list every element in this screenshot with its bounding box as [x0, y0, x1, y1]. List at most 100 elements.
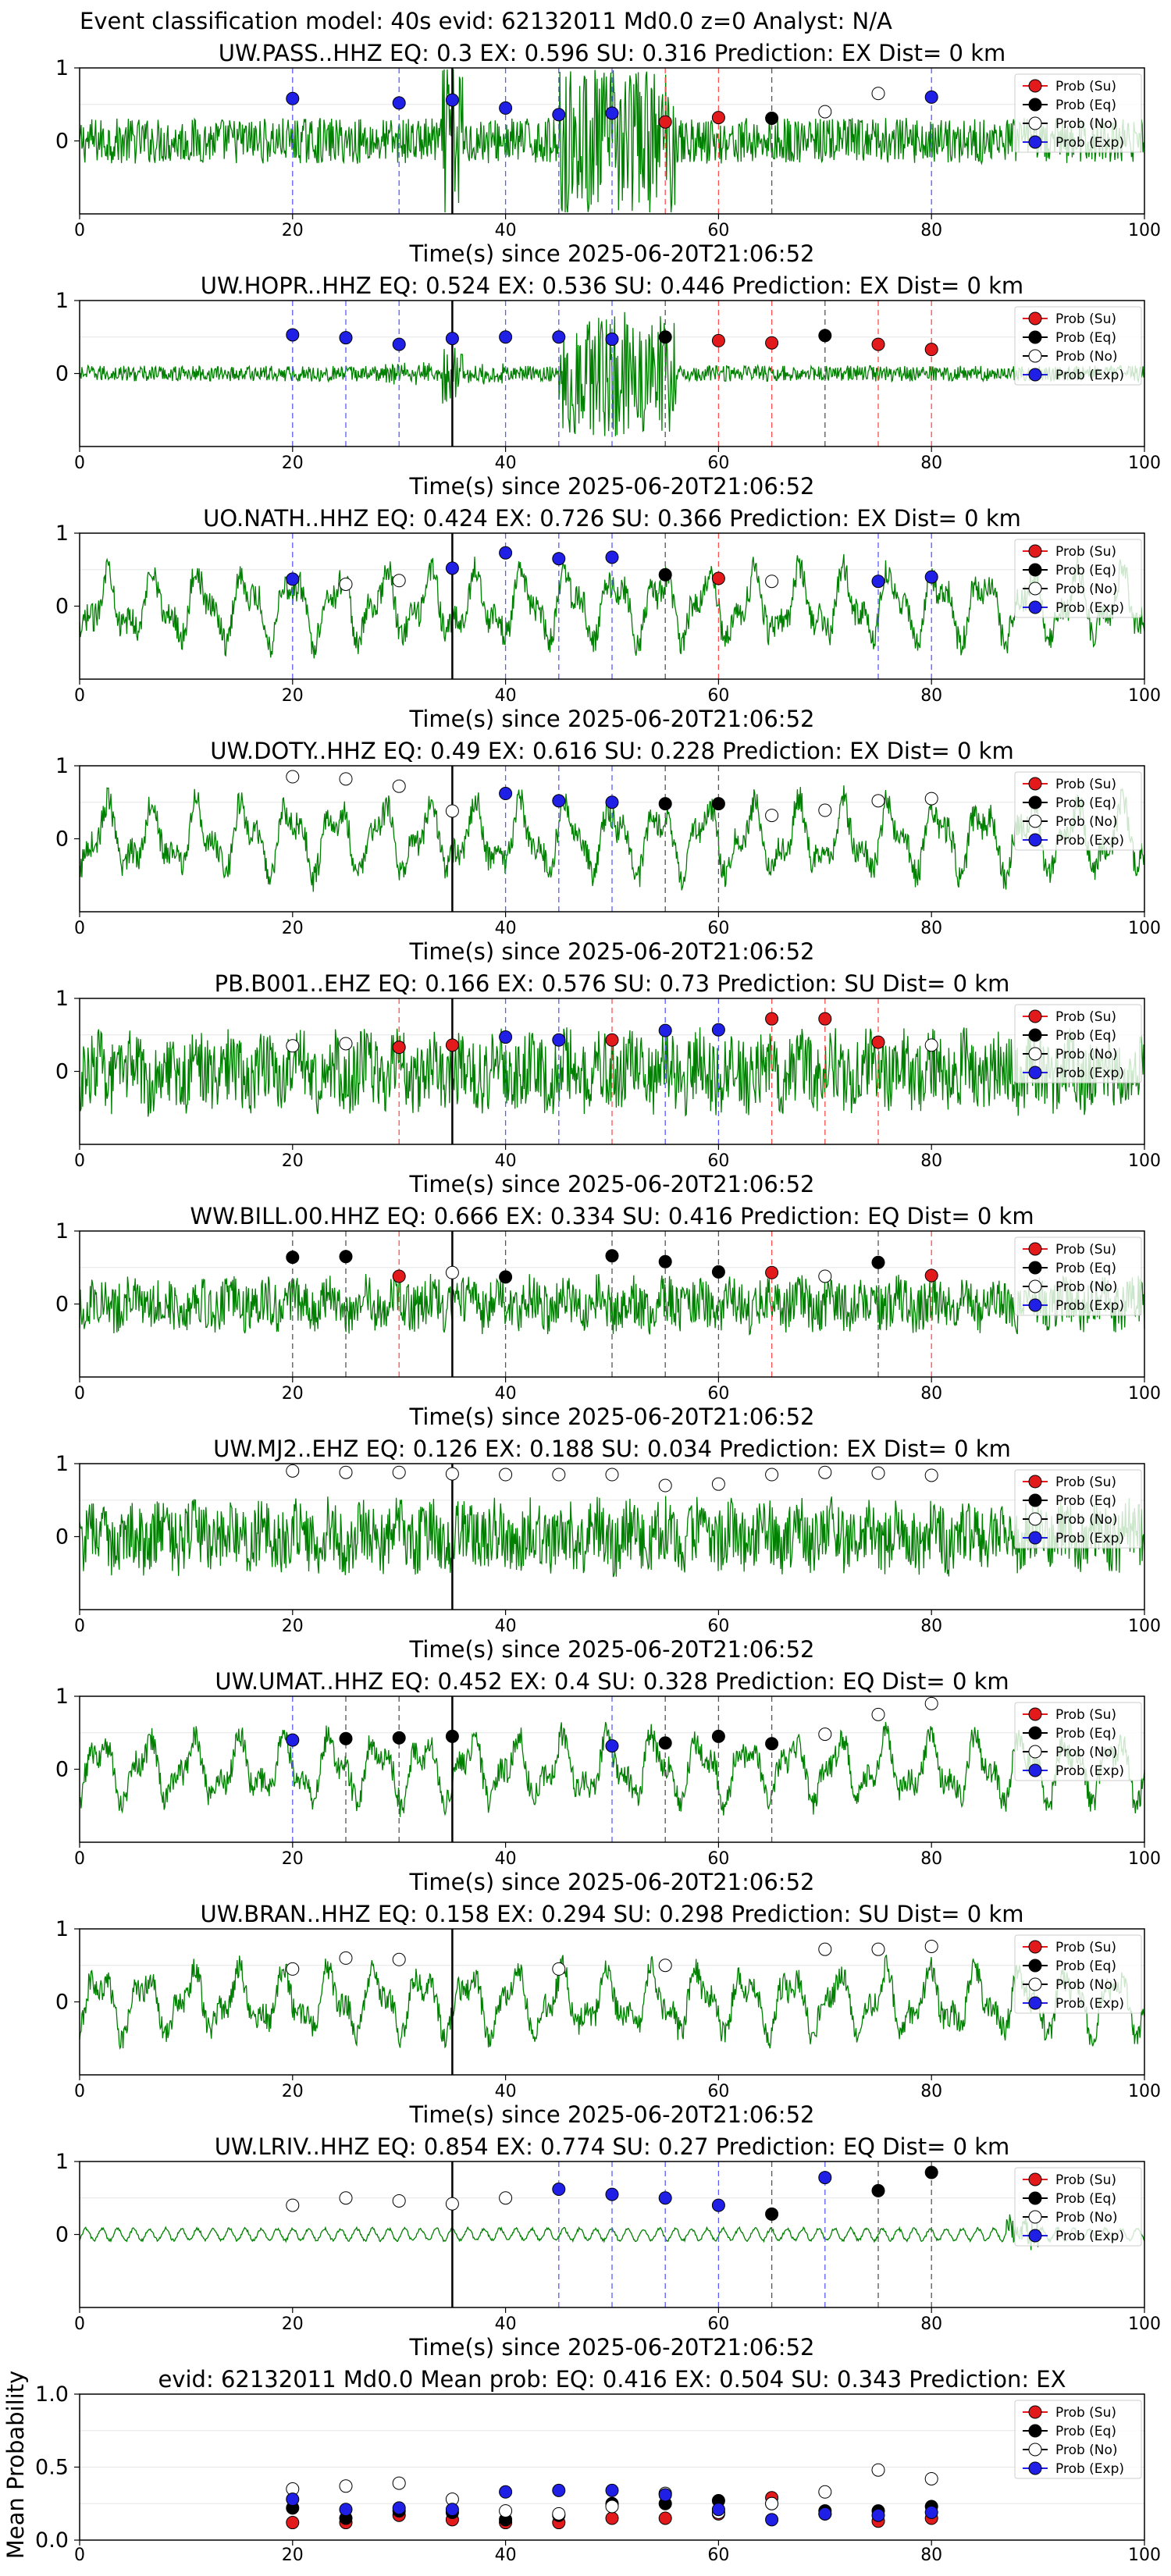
legend-marker-no — [1028, 1512, 1042, 1526]
waveform-trace — [79, 1496, 1145, 1578]
prob-marker-exp — [605, 106, 619, 120]
station-panel-7: UW.UMAT..HHZ EQ: 0.452 EX: 0.4 SU: 0.328… — [55, 1668, 1161, 1895]
prob-marker-exp — [711, 1023, 725, 1037]
legend-box — [1014, 2400, 1142, 2479]
x-tick-label: 60 — [707, 1151, 729, 1171]
x-tick-label: 0 — [74, 221, 85, 240]
legend-box — [1014, 1934, 1142, 2014]
legend-box — [1014, 1469, 1142, 1549]
legend-label-exp: Prob (Exp) — [1055, 368, 1124, 383]
prob-marker-eq — [286, 1251, 300, 1265]
x-tick-label: 60 — [707, 1384, 729, 1404]
prob-marker-su — [924, 343, 938, 357]
legend-box — [1014, 306, 1142, 386]
prob-marker-eq — [658, 1736, 672, 1750]
legend-label-exp: Prob (Exp) — [1055, 600, 1124, 616]
x-tick-label: 20 — [282, 919, 304, 938]
panel-title: UW.UMAT..HHZ EQ: 0.452 EX: 0.4 SU: 0.328… — [215, 1668, 1009, 1695]
prob-marker-no — [765, 1468, 779, 1482]
prob-marker-no — [499, 2191, 513, 2205]
y-tick-label: 1 — [55, 1685, 69, 1709]
prob-marker-no — [924, 792, 938, 806]
legend-label-no: Prob (No) — [1055, 814, 1118, 830]
prob-marker-no — [445, 804, 459, 818]
x-tick-label: 60 — [707, 454, 729, 473]
legend-label-no: Prob (No) — [1055, 1279, 1118, 1295]
figure-suptitle: Event classification model: 40s evid: 62… — [80, 8, 892, 34]
legend-marker-su — [1028, 544, 1042, 558]
station-panel-3: UW.DOTY..HHZ EQ: 0.49 EX: 0.616 SU: 0.22… — [55, 738, 1161, 965]
y-tick-label: 0 — [55, 1060, 69, 1084]
prob-marker-no — [445, 1265, 459, 1279]
prob-marker-eq — [658, 568, 672, 582]
station-panel-5: WW.BILL.00.HHZ EQ: 0.666 EX: 0.334 SU: 0… — [55, 1203, 1161, 1430]
prob-marker-eq — [711, 797, 725, 811]
legend-label-eq: Prob (Eq) — [1055, 1959, 1116, 1974]
prob-marker-exp — [392, 337, 406, 351]
y-tick-label: 1 — [55, 754, 69, 778]
x-axis-label: Time(s) since 2025-06-20T21:06:52 — [409, 240, 815, 267]
prob-marker-no — [818, 1942, 832, 1956]
panel-title: UW.DOTY..HHZ EQ: 0.49 EX: 0.616 SU: 0.22… — [210, 738, 1013, 764]
x-tick-label: 80 — [920, 221, 942, 240]
prob-marker-no — [286, 1464, 300, 1478]
legend-marker-eq — [1028, 795, 1042, 809]
prob-marker-exp — [286, 1733, 300, 1747]
x-tick-label: 20 — [282, 1617, 304, 1636]
x-tick-label: 0 — [74, 454, 85, 473]
mean-marker-exp — [499, 2485, 513, 2499]
mean-marker-no — [392, 2476, 406, 2490]
prob-marker-su — [605, 1033, 619, 1047]
x-tick-label: 0 — [74, 1849, 85, 1869]
x-tick-label: 40 — [495, 1617, 517, 1636]
legend-label-eq: Prob (Eq) — [1055, 2424, 1116, 2439]
panel-title: evid: 62132011 Md0.0 Mean prob: EQ: 0.41… — [158, 2366, 1066, 2393]
prob-marker-eq — [818, 329, 832, 343]
station-panel-1: UW.HOPR..HHZ EQ: 0.524 EX: 0.536 SU: 0.4… — [55, 272, 1161, 500]
legend-label-exp: Prob (Exp) — [1055, 1996, 1124, 2012]
legend-marker-su — [1028, 79, 1042, 93]
prob-marker-no — [871, 1466, 885, 1480]
x-tick-label: 100 — [1128, 221, 1161, 240]
x-tick-label: 80 — [920, 1849, 942, 1869]
mean-marker-exp — [392, 2501, 406, 2515]
x-tick-label: 100 — [1128, 1849, 1161, 1869]
legend-marker-no — [1028, 1745, 1042, 1759]
prob-marker-su — [711, 111, 725, 125]
x-tick-label: 20 — [282, 686, 304, 706]
y-tick-label: 0 — [55, 1758, 69, 1782]
legend-marker-eq — [1028, 1959, 1042, 1973]
x-axis-label: Time(s) since 2025-06-20T21:06:52 — [409, 1636, 815, 1663]
legend-box — [1014, 539, 1142, 618]
prob-marker-no — [286, 1039, 300, 1053]
prob-marker-no — [818, 1465, 832, 1479]
x-tick-label: 0 — [74, 2314, 85, 2334]
x-tick-label: 20 — [282, 221, 304, 240]
legend-marker-eq — [1028, 1493, 1042, 1507]
prob-marker-exp — [658, 2191, 672, 2205]
prob-marker-exp — [658, 1023, 672, 1037]
prob-marker-eq — [765, 112, 779, 126]
mean-probability-panel: evid: 62132011 Md0.0 Mean prob: EQ: 0.41… — [2, 2366, 1161, 2565]
x-tick-label: 20 — [282, 2546, 304, 2565]
prob-marker-no — [339, 1951, 353, 1965]
legend-marker-su — [1028, 777, 1042, 791]
x-tick-label: 20 — [282, 1384, 304, 1404]
prob-marker-no — [818, 1269, 832, 1283]
x-axis-label: Time(s) since 2025-06-20T21:06:52 — [409, 706, 815, 732]
x-tick-label: 40 — [495, 1384, 517, 1404]
x-tick-label: 80 — [920, 1384, 942, 1404]
legend-label-no: Prob (No) — [1055, 1512, 1118, 1528]
legend-label-eq: Prob (Eq) — [1055, 98, 1116, 113]
prob-marker-no — [818, 105, 832, 119]
y-tick-label: 0 — [55, 827, 69, 852]
x-tick-label: 40 — [495, 2546, 517, 2565]
x-tick-label: 20 — [282, 1151, 304, 1171]
legend-box — [1014, 73, 1142, 153]
waveform-trace — [79, 785, 1145, 892]
prob-marker-no — [871, 794, 885, 808]
legend-marker-exp — [1028, 1763, 1042, 1777]
panel-title: WW.BILL.00.HHZ EQ: 0.666 EX: 0.334 SU: 0… — [190, 1203, 1034, 1229]
prob-marker-su — [392, 1269, 406, 1283]
x-axis-label: Time(s) since 2025-06-20T21:06:52 — [409, 2334, 815, 2361]
